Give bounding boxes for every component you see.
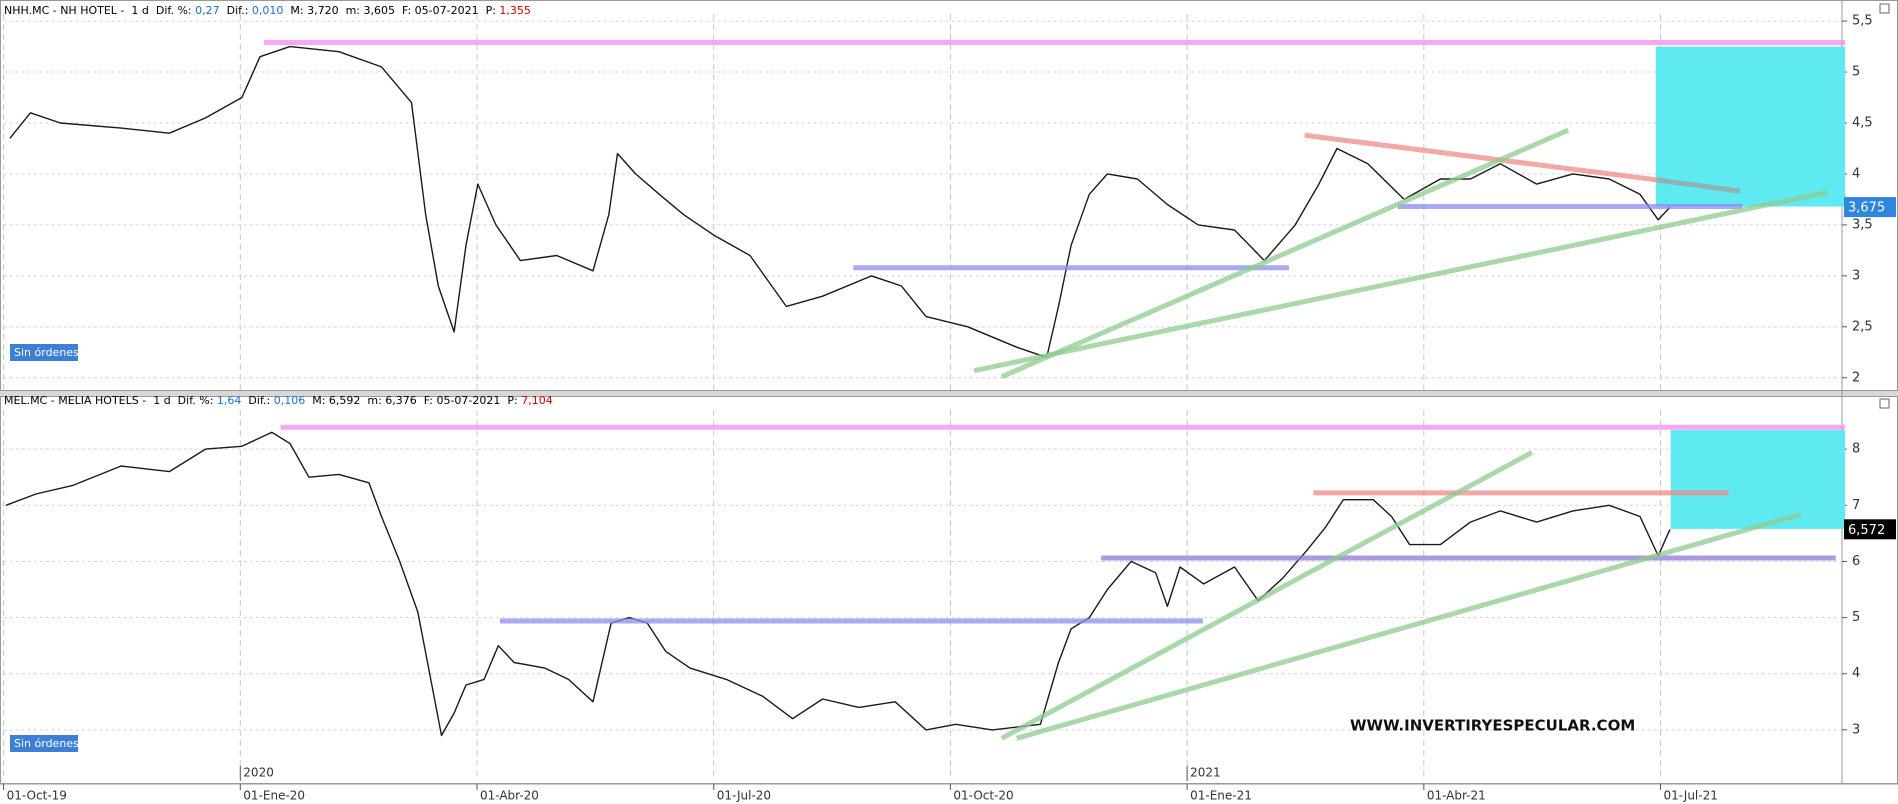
y-tick-label: 5 xyxy=(1852,610,1860,625)
window-button[interactable] xyxy=(1879,398,1890,409)
last-price-box xyxy=(1844,519,1896,540)
y-tick-label: 8 xyxy=(1852,442,1860,457)
y-tick-label: 7 xyxy=(1852,498,1860,513)
orders-badge xyxy=(10,735,78,752)
trendline xyxy=(1000,127,1570,380)
header-segment: 1,64 xyxy=(217,394,242,407)
header-segment: M: 3,720 m: 3,605 F: 05-07-2021 P: xyxy=(283,4,499,17)
y-tick-label: 3 xyxy=(1852,722,1860,737)
y-tick-label: 4 xyxy=(1852,666,1860,681)
trendline xyxy=(1657,177,1741,194)
watermark: WWW.INVERTIRYESPECULAR.COM xyxy=(1350,717,1635,735)
header-segment: 0,106 xyxy=(274,394,306,407)
year-label: 2020 xyxy=(243,766,274,780)
header-segment: 0,27 xyxy=(195,4,220,17)
orders-badge-text: Sin órdenes xyxy=(14,737,79,750)
header-segment: 7,104 xyxy=(521,394,553,407)
y-tick-label: 5,5 xyxy=(1852,14,1873,29)
trendline xyxy=(1000,450,1534,741)
orders-badge xyxy=(10,344,78,361)
y-tick-label: 3,5 xyxy=(1852,217,1873,232)
price-line xyxy=(9,45,1671,359)
header-segment: MEL.MC - MELIA HOTELS - 1 d Dif. %: xyxy=(4,394,217,407)
x-tick-label: 01-Abr-20 xyxy=(480,789,539,803)
x-tick-label: 01-Oct-19 xyxy=(7,789,67,803)
y-tick-label: 6 xyxy=(1852,554,1860,569)
y-tick-label: 2,5 xyxy=(1852,319,1873,334)
target-zone xyxy=(1655,46,1846,207)
header-segment: Dif.: xyxy=(220,4,252,17)
target-zone xyxy=(1670,430,1846,529)
header-segment: 1,355 xyxy=(499,4,531,17)
last-price-label: 3,675 xyxy=(1848,201,1885,216)
header-segment: Dif.: xyxy=(241,394,273,407)
header-segment: NHH.MC - NH HOTEL - 1 d Dif. %: xyxy=(4,4,195,17)
trendline xyxy=(973,189,1828,374)
y-tick-label: 4,5 xyxy=(1852,115,1873,130)
orders-badge-text: Sin órdenes xyxy=(14,346,79,359)
x-tick-label: 01-Jul-20 xyxy=(717,789,771,803)
last-price-label: 6,572 xyxy=(1848,523,1885,538)
trendline xyxy=(1016,511,1802,741)
panel-header: NHH.MC - NH HOTEL - 1 d Dif. %: 0,27 Dif… xyxy=(4,4,531,17)
x-tick-label: 01-Ene-20 xyxy=(243,789,305,803)
price-line xyxy=(5,431,1671,737)
y-tick-label: 3 xyxy=(1852,268,1860,283)
x-tick-label: 01-Abr-21 xyxy=(1427,789,1486,803)
x-tick-label: 01-Jul-21 xyxy=(1664,789,1718,803)
x-tick-label: 01-Oct-20 xyxy=(953,789,1013,803)
y-tick-label: 5 xyxy=(1852,65,1860,80)
last-price-box xyxy=(1844,197,1896,218)
header-segment: 0,010 xyxy=(252,4,284,17)
y-tick-label: 2 xyxy=(1852,370,1860,385)
panel-separator xyxy=(0,391,1898,396)
window-button[interactable] xyxy=(1879,3,1890,14)
panel-header: MEL.MC - MELIA HOTELS - 1 d Dif. %: 1,64… xyxy=(4,394,553,407)
header-segment: M: 6,592 m: 6,376 F: 05-07-2021 P: xyxy=(305,394,521,407)
year-label: 2021 xyxy=(1190,766,1221,780)
trendline xyxy=(1304,132,1659,183)
y-tick-label: 4 xyxy=(1852,166,1860,181)
x-tick-label: 01-Ene-21 xyxy=(1190,789,1252,803)
